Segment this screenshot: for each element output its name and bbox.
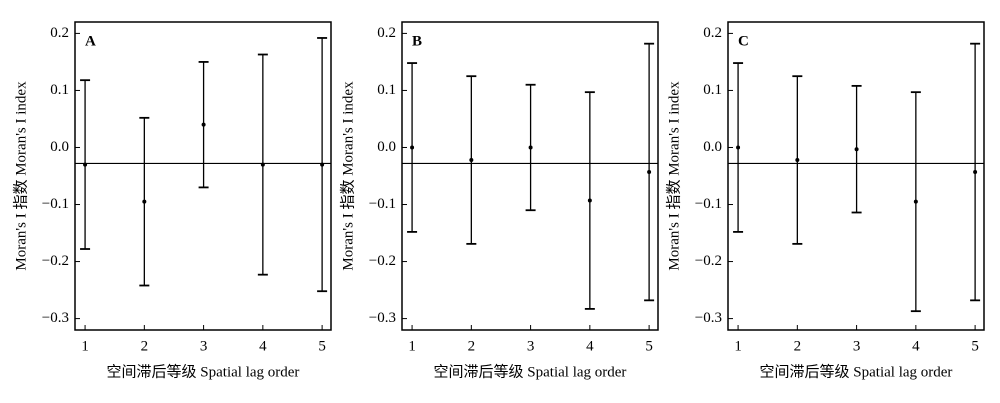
y-tick-label: 0.2 (703, 25, 722, 41)
x-tick-label: 3 (853, 338, 861, 354)
x-tick-label: 2 (794, 338, 802, 354)
y-tick-label: −0.1 (42, 196, 69, 212)
x-axis-label: 空间滞后等级 Spatial lag order (434, 362, 627, 380)
point (736, 145, 741, 150)
point (913, 199, 918, 204)
y-tick-label: −0.1 (369, 196, 396, 212)
y-axis-label: Moran's I 指数 Moran's I index (665, 81, 682, 271)
y-tick-label: 0.0 (703, 139, 722, 155)
point (528, 145, 533, 150)
x-axis-label: 空间滞后等级 Spatial lag order (107, 362, 300, 380)
y-tick-label: 0.2 (50, 25, 69, 41)
point (587, 198, 592, 203)
point (320, 162, 325, 167)
panel-label: C (738, 33, 749, 49)
y-axis-label: Moran's I 指数 Moran's I index (12, 81, 29, 271)
y-tick-label: 0.1 (703, 82, 722, 98)
x-tick-label: 3 (527, 338, 535, 354)
point (854, 147, 859, 152)
panel-label: B (412, 33, 422, 49)
y-tick-label: −0.2 (42, 253, 69, 269)
x-tick-label: 5 (318, 338, 326, 354)
y-tick-label: −0.2 (695, 253, 722, 269)
x-axis-label: 空间滞后等级 Spatial lag order (760, 362, 953, 380)
x-tick-label: 4 (259, 338, 267, 354)
x-tick-label: 2 (468, 338, 476, 354)
point (142, 199, 147, 204)
y-tick-label: −0.3 (369, 310, 396, 326)
x-tick-label: 4 (586, 338, 594, 354)
plot-frame (74, 21, 332, 331)
y-tick-label: 0.0 (377, 139, 396, 155)
x-tick-label: 1 (81, 338, 89, 354)
point (647, 170, 652, 175)
panel-label: A (85, 33, 96, 49)
point (260, 162, 265, 167)
y-tick-label: 0.1 (50, 82, 69, 98)
x-tick-label: 1 (734, 338, 742, 354)
x-tick-label: 1 (408, 338, 416, 354)
y-tick-label: 0.0 (50, 139, 69, 155)
point (410, 145, 415, 150)
x-tick-label: 5 (645, 338, 653, 354)
point (973, 170, 978, 175)
plot-frame (401, 21, 659, 331)
x-tick-label: 3 (200, 338, 208, 354)
y-tick-label: −0.3 (695, 310, 722, 326)
plot-frame (727, 21, 985, 331)
point (469, 158, 474, 163)
y-tick-label: −0.2 (369, 253, 396, 269)
y-tick-label: −0.1 (695, 196, 722, 212)
x-tick-label: 4 (912, 338, 920, 354)
y-tick-label: −0.3 (42, 310, 69, 326)
x-tick-label: 5 (971, 338, 979, 354)
point (83, 162, 88, 167)
x-tick-label: 2 (141, 338, 149, 354)
point (795, 158, 800, 163)
y-tick-label: 0.1 (377, 82, 396, 98)
y-tick-label: 0.2 (377, 25, 396, 41)
y-axis-label: Moran's I 指数 Moran's I index (339, 81, 356, 271)
point (201, 122, 206, 127)
